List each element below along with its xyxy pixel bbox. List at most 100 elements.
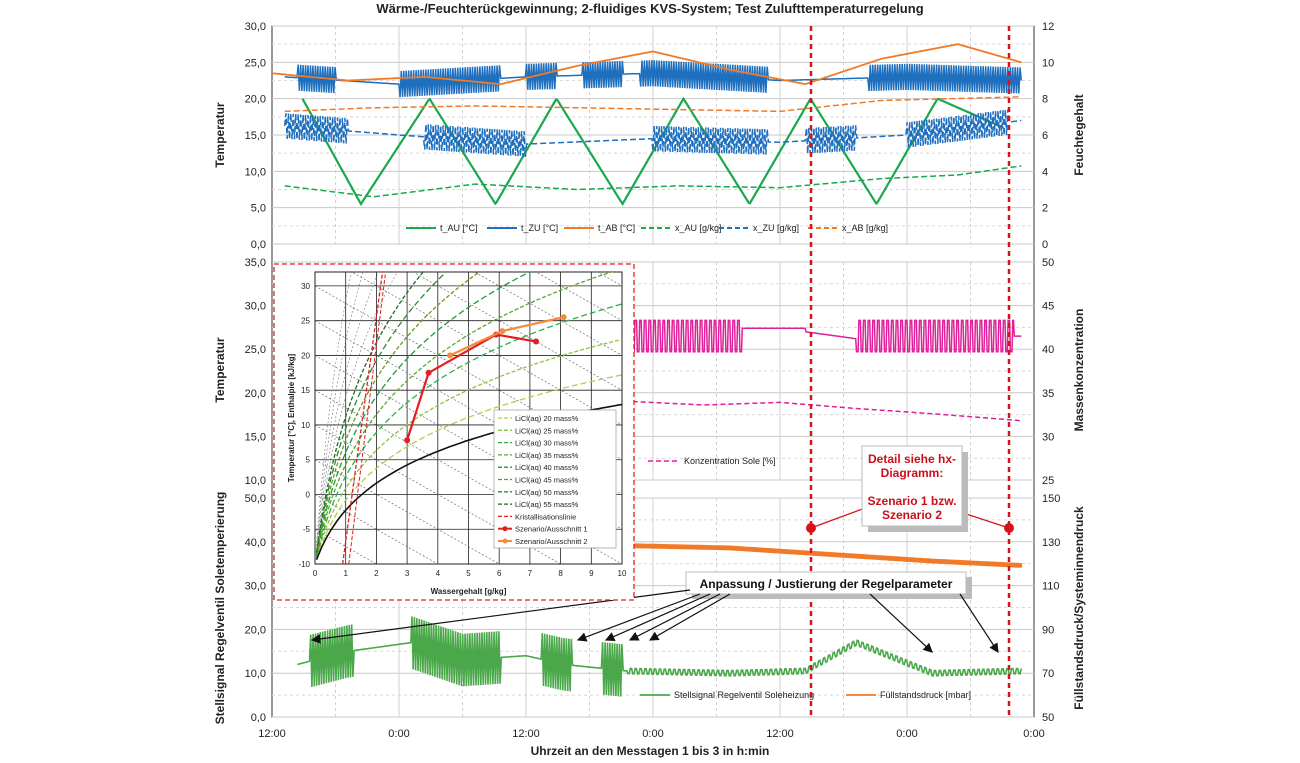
licl-curve xyxy=(315,272,614,557)
inset-y-tick: 5 xyxy=(306,456,311,465)
mid-ylabel2: Massenkonzentration xyxy=(1072,309,1086,432)
bottom-ylabel2: Füllstandsdruck/Systeminnendruck xyxy=(1072,506,1086,710)
inset-legend-label: Kristallisationslinie xyxy=(515,512,576,521)
licl-curve xyxy=(315,272,481,555)
y2-tick-label: 4 xyxy=(1042,166,1048,178)
y-tick-label: 35,0 xyxy=(245,257,266,269)
inset-x-tick: 5 xyxy=(466,569,471,578)
isenthalpe xyxy=(315,459,500,564)
inset-legend-label: LiCl(aq) 20 mass% xyxy=(515,414,579,423)
y2-tick-label: 0 xyxy=(1042,239,1048,251)
inset-legend-label: LiCl(aq) 40 mass% xyxy=(515,463,579,472)
inset-x-tick: 4 xyxy=(436,569,441,578)
y2-tick-label: 70 xyxy=(1042,668,1054,680)
y2-tick-label: 50 xyxy=(1042,257,1054,269)
y-tick-label: 15,0 xyxy=(245,431,266,443)
scenario-1-point xyxy=(425,369,432,376)
inset-x-tick: 2 xyxy=(374,569,379,578)
inset-legend-label: Szenario/Ausschnitt 2 xyxy=(515,537,588,546)
inset-y-tick: 30 xyxy=(301,282,310,291)
legend-label: t_AU [°C] xyxy=(440,223,478,233)
detail-callout xyxy=(861,445,963,527)
x-axis-title: Uhrzeit an den Messtagen 1 bis 3 in h:mi… xyxy=(531,744,770,758)
isenthalpe xyxy=(351,272,622,426)
y-tick-label: 5,0 xyxy=(251,203,266,215)
detail-text-4: Szenario 2 xyxy=(882,508,942,522)
y-tick-label: 20,0 xyxy=(245,624,266,636)
inset-legend-label: Szenario/Ausschnitt 1 xyxy=(515,525,588,534)
inset-x-tick: 10 xyxy=(618,569,627,578)
series-layer xyxy=(271,43,1023,697)
inset-legend-label: LiCl(aq) 45 mass% xyxy=(515,476,579,485)
chart-title: Wärme-/Feuchterückgewinnung; 2-fluidiges… xyxy=(376,1,923,16)
detail-text-2: Diagramm: xyxy=(881,466,944,480)
top-legend: t_AU [°C] t_ZU [°C] t_AB [°C] x_AU [g/kg] x_… xyxy=(406,223,888,233)
x-tick-label: 0:00 xyxy=(896,728,917,740)
y-tick-label: 40,0 xyxy=(245,537,266,549)
y2-tick-label: 90 xyxy=(1042,624,1054,636)
scenario-2-point xyxy=(499,328,506,335)
y2-tick-label: 2 xyxy=(1042,203,1048,215)
bottom-ylabel: Stellsignal Regelventil Soletemperierung xyxy=(213,492,227,725)
inset-xlabel: Wassergehalt [g/kg] xyxy=(431,587,507,596)
series-line xyxy=(297,616,1023,697)
y-tick-label: 30,0 xyxy=(245,21,266,33)
x-tick-label: 12:00 xyxy=(258,728,286,740)
y-tick-label: 0,0 xyxy=(251,712,266,724)
mid-legend: Konzentration Sole [%] xyxy=(648,456,776,466)
y-tick-label: 10,0 xyxy=(245,475,266,487)
inset-y-tick: -5 xyxy=(303,525,311,534)
x-tick-label: 12:00 xyxy=(766,728,794,740)
y-tick-label: 50,0 xyxy=(245,493,266,505)
inset-y-tick: 15 xyxy=(301,386,310,395)
kristallisationslinie-2 xyxy=(348,272,387,564)
scenario-1-line xyxy=(406,333,537,441)
y-tick-label: 25,0 xyxy=(245,57,266,69)
inset-ylabel: Temperatur [°C], Enthalpie [kJ/kg] xyxy=(287,353,296,482)
y2-tick-label: 45 xyxy=(1042,301,1054,313)
y2-tick-label: 30 xyxy=(1042,431,1054,443)
series-line xyxy=(271,43,1022,86)
inset-x-tick: 7 xyxy=(528,569,533,578)
isenthalpe xyxy=(315,8,622,182)
top-ylabel: Temperatur xyxy=(213,102,227,167)
inset-legend-label: LiCl(aq) 55 mass% xyxy=(515,500,579,509)
tick-labels: 0,05,010,015,020,025,030,002468101210,01… xyxy=(245,21,1061,740)
y2-tick-label: 25 xyxy=(1042,475,1054,487)
x-tick-label: 0:00 xyxy=(388,728,409,740)
rh-curve xyxy=(316,272,398,551)
x-tick-label: 0:00 xyxy=(642,728,663,740)
series-line xyxy=(283,109,1022,157)
legend-label: x_AU [g/kg] xyxy=(675,223,722,233)
arrow xyxy=(648,593,731,641)
y-tick-label: 20,0 xyxy=(245,388,266,400)
bottom-legend-label-2: Füllstandsdruck [mbar] xyxy=(880,690,971,700)
inset-x-tick: 0 xyxy=(313,569,318,578)
hx-inset: 0 1 2 3 4 5 6 7 8 9 10 -10 -5 0 5 10 15 20 25 30 Wassergehal… xyxy=(273,8,635,601)
inset-y-tick: 0 xyxy=(306,490,311,499)
isenthalpe xyxy=(535,272,622,321)
mid-ylabel: Temperatur xyxy=(213,337,227,402)
legend-label: x_AB [g/kg] xyxy=(842,223,888,233)
y2-tick-label: 150 xyxy=(1042,493,1060,505)
inset-x-tick: 1 xyxy=(343,569,348,578)
detail-connector-1 xyxy=(810,507,866,529)
y2-tick-label: 130 xyxy=(1042,537,1060,549)
mid-legend-label: Konzentration Sole [%] xyxy=(684,456,776,466)
top-ylabel2: Feuchtegehalt xyxy=(1072,94,1086,175)
scenario-1-point xyxy=(533,338,540,345)
series-line xyxy=(632,400,1022,422)
y-tick-label: 30,0 xyxy=(245,581,266,593)
y-tick-label: 20,0 xyxy=(245,94,266,106)
y-tick-label: 0,0 xyxy=(251,239,266,251)
y2-tick-label: 12 xyxy=(1042,21,1054,33)
y2-tick-label: 40 xyxy=(1042,344,1054,356)
anpassung-text: Anpassung / Justierung der Regelparamete… xyxy=(700,577,953,591)
anpassung-callout xyxy=(685,571,967,595)
detail-text-1: Detail siehe hx- xyxy=(868,452,956,466)
inset-legend-label: LiCl(aq) 30 mass% xyxy=(515,439,579,448)
y2-tick-label: 35 xyxy=(1042,388,1054,400)
y2-tick-label: 110 xyxy=(1042,581,1060,593)
legend-label: x_ZU [g/kg] xyxy=(753,223,799,233)
scenario-2-point xyxy=(447,352,454,359)
